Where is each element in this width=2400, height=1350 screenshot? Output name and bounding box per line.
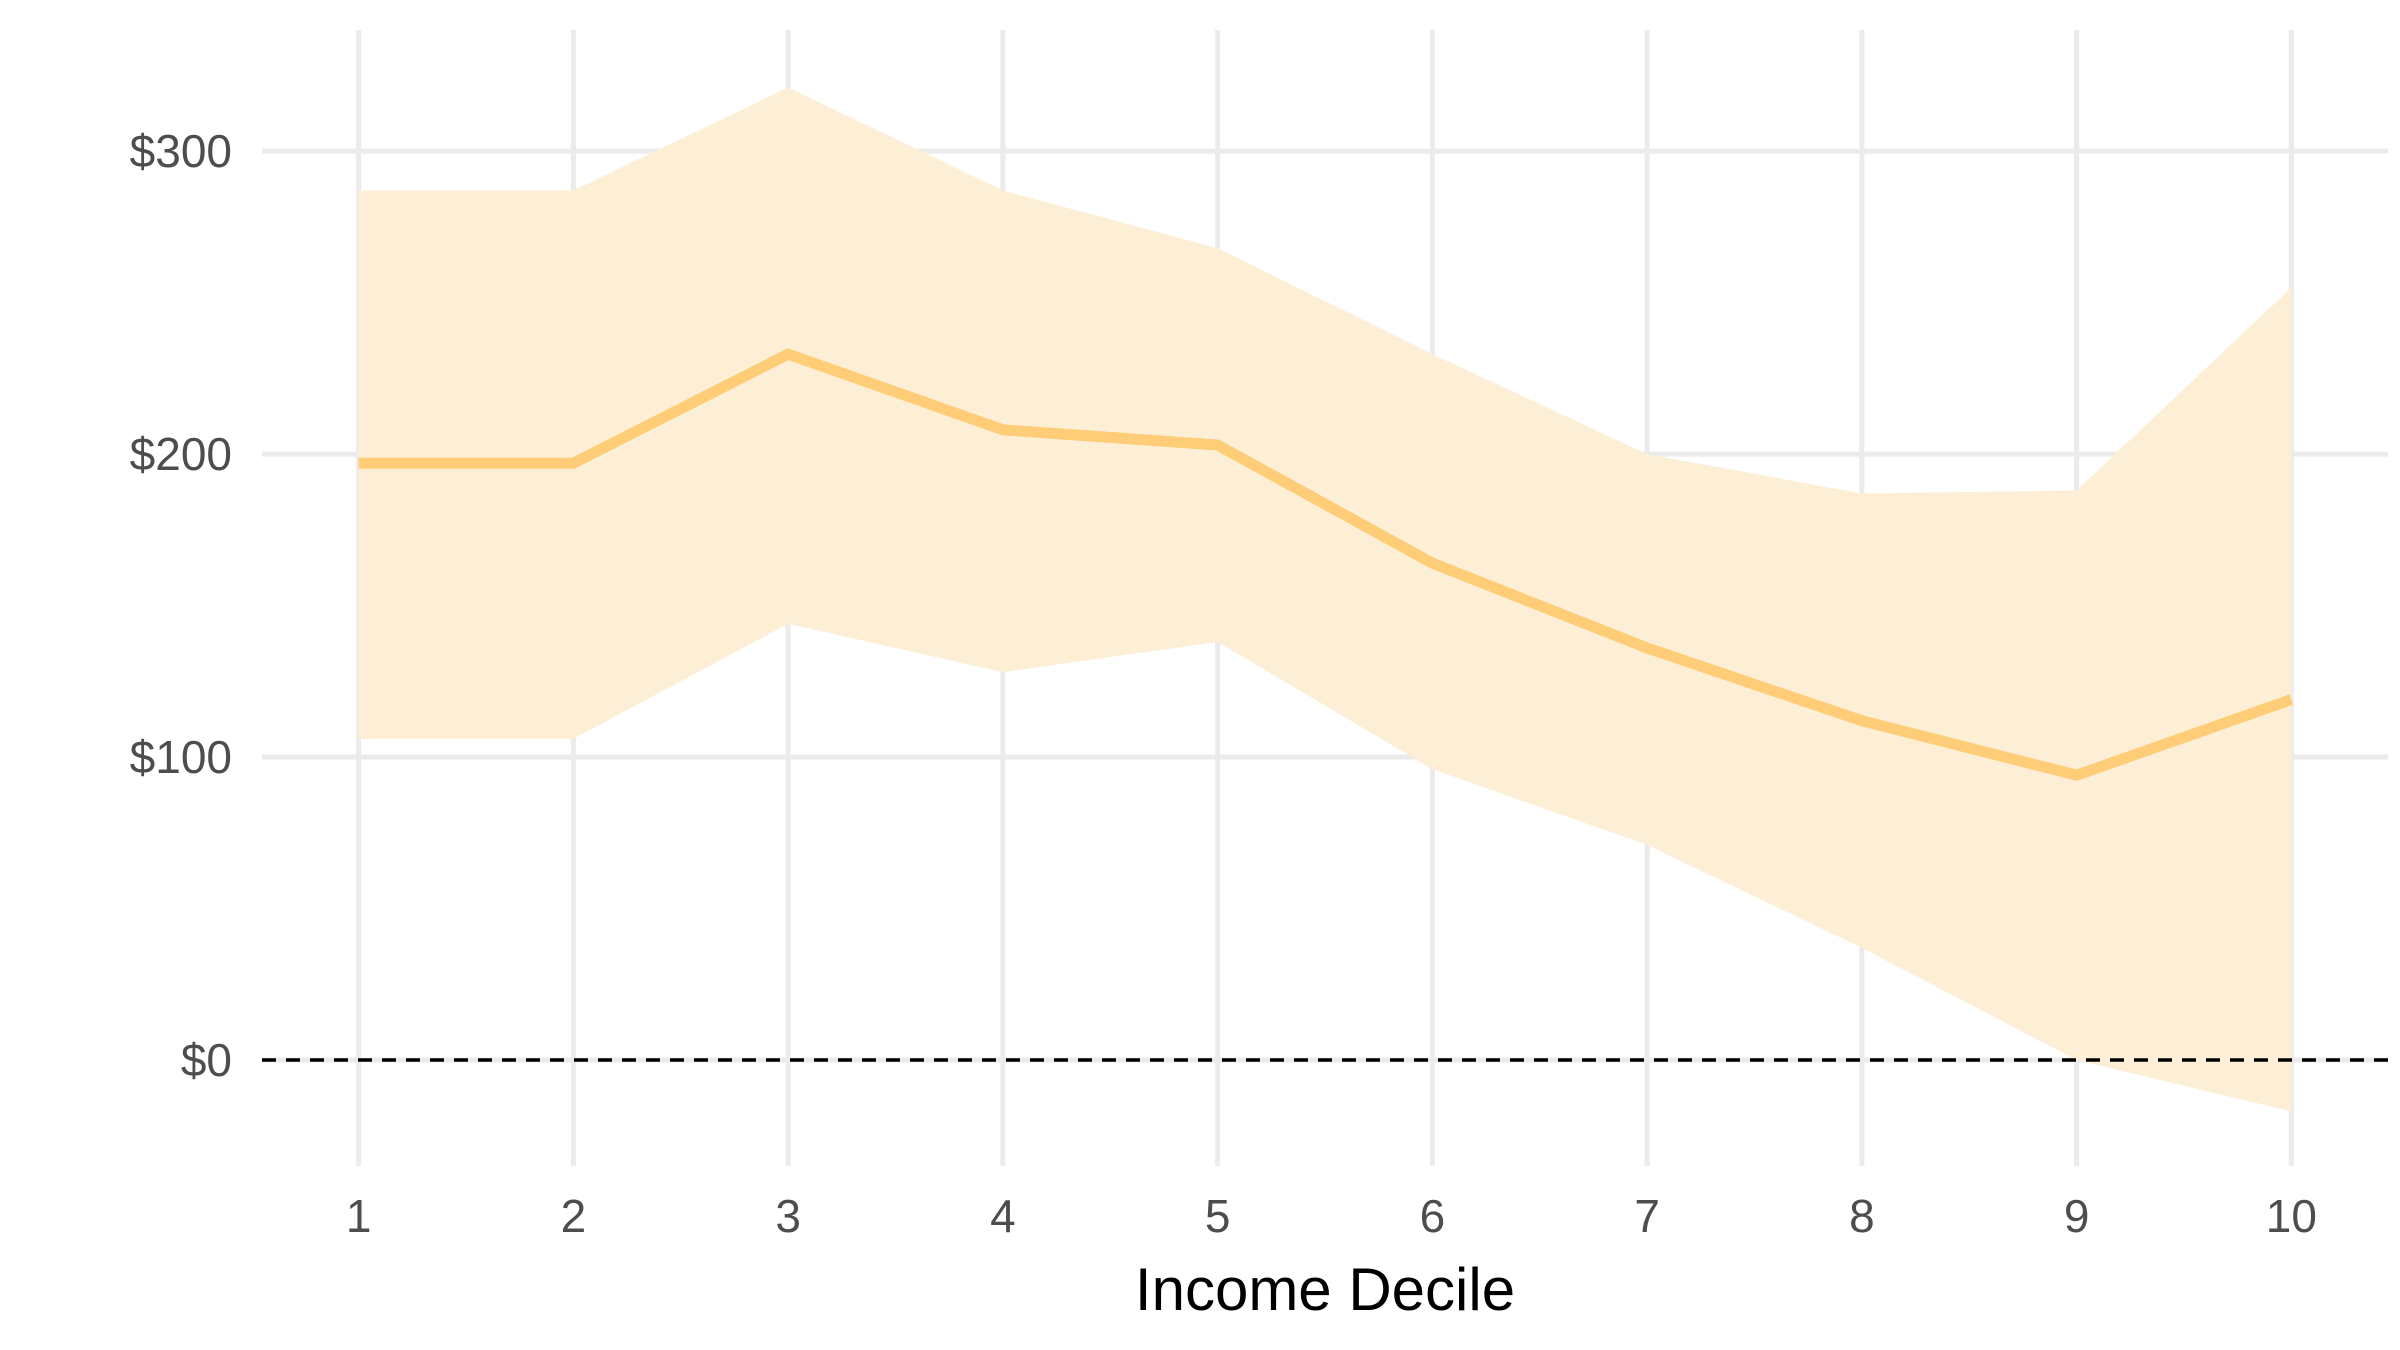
x-tick-label: 6 bbox=[1420, 1190, 1446, 1242]
x-tick-label: 10 bbox=[2266, 1190, 2317, 1242]
x-tick-label: 2 bbox=[561, 1190, 587, 1242]
series-line bbox=[358, 348, 2294, 781]
x-tick-label: 8 bbox=[1849, 1190, 1875, 1242]
x-tick-labels: 1 2 3 4 5 6 7 8 9 10 bbox=[346, 1190, 2317, 1242]
y-tick-label: $200 bbox=[130, 428, 232, 480]
y-tick-labels: $0 $100 $200 $300 bbox=[130, 125, 232, 1086]
series-line-layer bbox=[358, 348, 2294, 781]
x-tick-label: 9 bbox=[2064, 1190, 2090, 1242]
x-tick-label: 7 bbox=[1634, 1190, 1660, 1242]
x-tick-label: 5 bbox=[1205, 1190, 1231, 1242]
x-tick-label: 1 bbox=[346, 1190, 372, 1242]
confidence-band-layer bbox=[358, 87, 2292, 1112]
y-tick-label: $100 bbox=[130, 731, 232, 783]
x-axis-title: Income Decile bbox=[1135, 1256, 1515, 1323]
y-tick-label: $0 bbox=[181, 1034, 232, 1086]
x-tick-label: 4 bbox=[990, 1190, 1016, 1242]
confidence-band bbox=[358, 87, 2292, 1112]
y-tick-label: $300 bbox=[130, 125, 232, 177]
x-tick-label: 3 bbox=[775, 1190, 801, 1242]
